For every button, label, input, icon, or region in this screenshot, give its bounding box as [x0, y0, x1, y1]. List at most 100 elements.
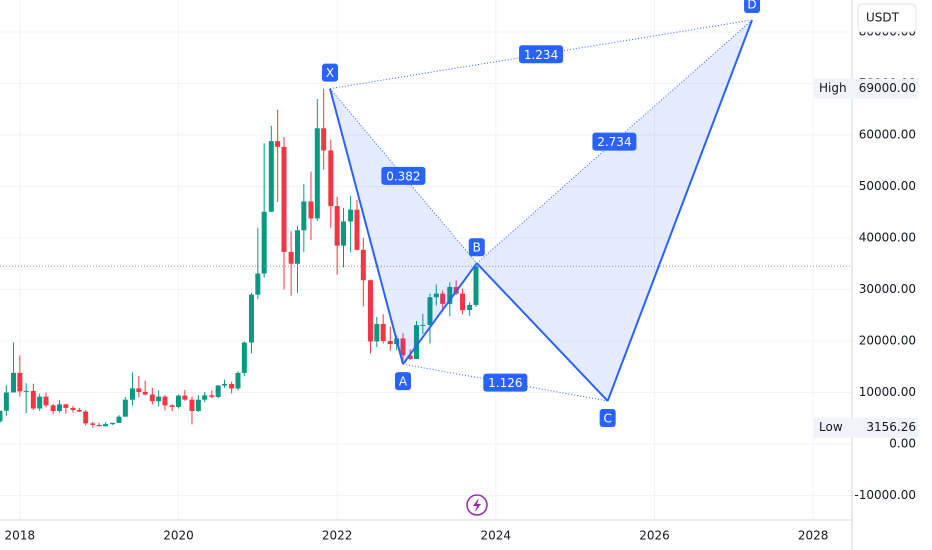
- candle-body: [76, 409, 82, 412]
- candle-body: [162, 396, 168, 406]
- candle-body: [348, 209, 354, 222]
- candle-body: [261, 211, 267, 274]
- candle-body: [149, 394, 155, 402]
- candle-body: [17, 372, 23, 392]
- y-tick-label: 40000.00: [859, 230, 916, 244]
- candle-body: [142, 391, 148, 395]
- x-tick-label: 2018: [5, 529, 36, 543]
- candle-body: [314, 128, 320, 219]
- candle-body: [195, 399, 201, 412]
- candle-body: [255, 273, 261, 295]
- pattern-point-label: B: [473, 241, 481, 255]
- candle-body: [169, 405, 175, 407]
- candle-body: [440, 293, 446, 304]
- quote-box[interactable]: USDT: [857, 3, 917, 33]
- x-tick-label: 2022: [322, 529, 353, 543]
- candle-body: [23, 390, 29, 392]
- y-tick-label: 50000.00: [859, 179, 916, 193]
- candle-body: [3, 392, 9, 411]
- candle-body: [334, 206, 340, 246]
- y-tick-label: 30000.00: [859, 282, 916, 296]
- price-label-box: [814, 78, 918, 99]
- candle-body: [202, 395, 208, 400]
- candle-body: [235, 372, 241, 389]
- candle-body: [354, 209, 360, 250]
- candle-body: [294, 230, 300, 264]
- ratio-box: [483, 373, 528, 392]
- price-label-value: 3156.26: [866, 420, 916, 434]
- candle-body: [367, 280, 373, 342]
- y-tick-label: -10000.00: [854, 488, 916, 502]
- pattern-point-label: X: [326, 66, 334, 80]
- candle-body: [70, 407, 76, 410]
- candle-body: [380, 323, 386, 341]
- candle-body: [308, 201, 314, 219]
- candle-body: [467, 304, 473, 311]
- candle-body: [222, 383, 228, 386]
- candle-body: [433, 293, 439, 298]
- pattern-point-label: C: [603, 411, 611, 425]
- candle-body: [387, 340, 393, 345]
- candle-body: [110, 422, 116, 425]
- candle-body: [301, 201, 307, 231]
- candle-body: [288, 251, 294, 264]
- ratio-label: 1.126: [488, 376, 522, 390]
- candle-body: [447, 286, 453, 304]
- candle-body: [43, 396, 49, 406]
- x-tick-label: 2028: [798, 529, 829, 543]
- candle-body: [321, 128, 327, 151]
- pattern-leg: [476, 262, 609, 402]
- candle-body: [215, 385, 221, 397]
- price-label-name: Low: [819, 420, 843, 434]
- candle-body: [268, 141, 274, 212]
- logo-bolt: [473, 498, 481, 512]
- candle-body: [400, 338, 406, 356]
- candle-body: [175, 395, 181, 407]
- candle-body: [103, 424, 109, 427]
- candle-body: [328, 150, 334, 207]
- candle-body: [473, 266, 479, 305]
- pattern-leg: [606, 19, 753, 402]
- candle-body: [229, 383, 235, 389]
- x-tick-label: 2026: [639, 529, 670, 543]
- candle-body: [37, 396, 43, 409]
- price-label-value: 69000.00: [859, 81, 916, 95]
- candle-body: [281, 146, 287, 252]
- candle-body: [427, 297, 433, 326]
- ratio-box: [381, 166, 426, 185]
- candles: [0, 88, 852, 428]
- y-tick-label: 0.00: [889, 436, 916, 450]
- pattern-point: [322, 63, 339, 82]
- pattern-leg: [402, 262, 478, 365]
- candle-body: [90, 423, 96, 425]
- pattern-fill: [330, 88, 477, 365]
- candle-body: [189, 399, 195, 412]
- ratio-label: 1.234: [524, 48, 558, 62]
- candle-body: [96, 424, 102, 427]
- logo: [466, 494, 488, 516]
- candle-body: [136, 388, 142, 392]
- candle-body: [413, 325, 419, 360]
- quote-label: USDT: [866, 11, 900, 25]
- candle-body: [241, 342, 247, 373]
- candle-body: [340, 221, 346, 246]
- candle-body: [248, 294, 254, 343]
- candle-body: [209, 395, 215, 397]
- pattern: X A B C D 0.382 1.234 1.126 2.734: [322, 0, 761, 427]
- price-label-name: High: [819, 81, 847, 95]
- y-tick-label: 60000.00: [859, 127, 916, 141]
- candle-body: [459, 293, 465, 311]
- candle-body: [182, 395, 188, 400]
- candle-body: [129, 388, 135, 400]
- pattern-fill: [476, 19, 753, 401]
- grid: [0, 0, 852, 520]
- ratio-box: [592, 132, 637, 151]
- ratio-label: 0.382: [386, 169, 420, 183]
- pattern-point-label: A: [399, 375, 408, 389]
- candle-body: [63, 404, 69, 408]
- pattern-point-label: D: [747, 0, 756, 11]
- candle-body: [116, 416, 122, 423]
- pattern-point: [599, 408, 616, 427]
